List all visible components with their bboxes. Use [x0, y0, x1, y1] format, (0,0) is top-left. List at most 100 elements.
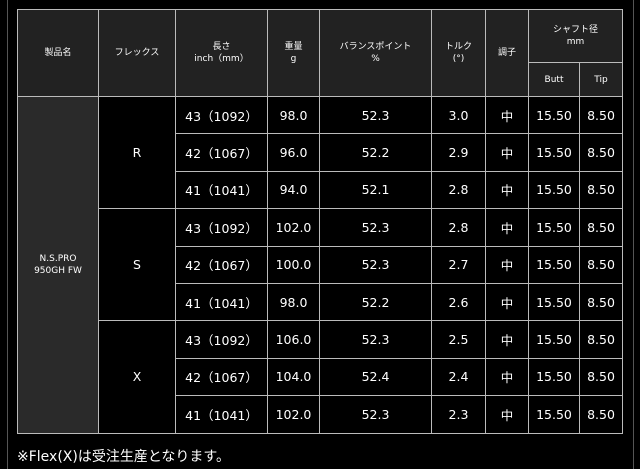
balance-cell: 52.3 [319, 95, 432, 135]
flex-cell: R [98, 95, 176, 210]
butt-cell: 15.50 [528, 282, 580, 322]
torque-cell: 2.4 [431, 357, 486, 397]
header-balance-unit: % [371, 54, 380, 64]
tip-cell: 8.50 [578, 282, 624, 322]
weight-cell: 96.0 [267, 133, 320, 172]
header-balance: バランスポイント% [319, 9, 432, 97]
kick-cell: 中 [485, 245, 529, 284]
table-row: S 43（1092） 102.0 52.3 2.8 中 15.50 8.50 [18, 208, 624, 322]
table-row: 42（1067） 96.0 52.2 2.9 中 15.50 8.50 [18, 133, 624, 172]
kick-cell: 中 [485, 95, 529, 135]
header-torque-label: トルク [444, 42, 472, 52]
butt-cell: 15.50 [528, 95, 580, 135]
length-cell: 41（1041） [175, 170, 268, 210]
header-diameter-unit: mm [566, 37, 585, 47]
weight-cell: 102.0 [267, 395, 320, 434]
kick-cell: 中 [485, 170, 529, 210]
header-weight-unit: g [290, 54, 297, 64]
header-length-label: 長さ [212, 42, 231, 52]
tip-cell: 8.50 [578, 395, 624, 434]
kick-cell: 中 [485, 208, 529, 247]
weight-cell: 94.0 [267, 170, 320, 210]
length-cell: 42（1067） [175, 245, 268, 284]
header-flex: フレックス [98, 9, 176, 97]
header-product: 製品名 [17, 9, 99, 97]
length-cell: 41（1041） [175, 395, 268, 434]
length-cell: 43（1092） [175, 208, 268, 247]
kick-cell: 中 [485, 320, 529, 359]
length-cell: 43（1092） [175, 95, 268, 135]
product-name-cell: N.S.PRO 950GH FW [17, 96, 99, 434]
kick-cell: 中 [485, 133, 529, 172]
tip-cell: 8.50 [578, 208, 624, 247]
butt-cell: 15.50 [528, 133, 580, 172]
header-diameter: シャフト径 mm [527, 9, 624, 63]
balance-cell: 52.2 [319, 282, 432, 322]
weight-cell: 100.0 [267, 245, 320, 284]
table-row: 41（1041） 98.0 52.2 2.6 中 15.50 8.50 [18, 282, 624, 322]
torque-cell: 2.7 [431, 245, 486, 284]
table-row: 41（1041） 94.0 52.1 2.8 中 15.50 8.50 [18, 170, 624, 210]
tip-cell: 8.50 [578, 170, 624, 210]
balance-cell: 52.1 [319, 170, 432, 210]
kick-cell: 中 [485, 282, 529, 322]
torque-cell: 2.8 [431, 208, 486, 247]
weight-cell: 104.0 [267, 357, 320, 397]
weight-cell: 106.0 [267, 320, 320, 359]
product-name-line1: N.S.PRO [39, 253, 77, 264]
tip-cell: 8.50 [578, 95, 624, 135]
header-tip: Tip [578, 62, 624, 97]
length-cell: 41（1041） [175, 282, 268, 322]
footnote: ※Flex(X)は受注生産となります。 [17, 449, 231, 465]
butt-cell: 15.50 [528, 170, 580, 210]
header-torque: トルク (°) [431, 9, 486, 97]
weight-cell: 102.0 [267, 208, 320, 247]
butt-cell: 15.50 [528, 395, 580, 434]
header-length-unit: inch（mm） [194, 54, 249, 64]
balance-cell: 52.3 [319, 208, 432, 247]
weight-cell: 98.0 [267, 282, 320, 322]
kick-cell: 中 [485, 395, 529, 434]
butt-cell: 15.50 [528, 357, 580, 397]
header-torque-unit: (°) [452, 54, 465, 64]
header-weight-label: 重量 [284, 42, 303, 52]
header-balance-label: バランスポイント [339, 42, 412, 52]
length-cell: 42（1067） [175, 357, 268, 397]
table-row: N.S.PRO 950GH FW R 43（1092） 98.0 52.3 3.0 中 15.5… [17, 95, 624, 434]
torque-cell: 2.6 [431, 282, 486, 322]
header-butt: Butt [528, 62, 580, 97]
length-cell: 42（1067） [175, 133, 268, 172]
butt-cell: 15.50 [528, 208, 580, 247]
torque-cell: 2.5 [431, 320, 486, 359]
header-weight: 重量 g [267, 9, 320, 97]
table-row: 41（1041） 102.0 52.3 2.3 中 15.50 8.50 [18, 395, 624, 434]
torque-cell: 2.9 [431, 133, 486, 172]
length-cell: 43（1092） [175, 320, 268, 359]
table-row: 42（1067） 100.0 52.3 2.7 中 15.50 8.50 [18, 245, 624, 284]
balance-cell: 52.3 [319, 245, 432, 284]
balance-cell: 52.3 [319, 395, 432, 434]
butt-cell: 15.50 [528, 320, 580, 359]
flex-cell: S [98, 208, 176, 322]
balance-cell: 52.2 [319, 133, 432, 172]
torque-cell: 3.0 [431, 95, 486, 135]
butt-cell: 15.50 [528, 245, 580, 284]
tip-cell: 8.50 [578, 357, 624, 397]
tip-cell: 8.50 [578, 133, 624, 172]
kick-cell: 中 [485, 357, 529, 397]
product-name-line2: 950GH FW [34, 265, 82, 276]
balance-cell: 52.3 [319, 320, 432, 359]
header-diameter-label: シャフト径 [553, 25, 599, 35]
table-row: X 43（1092） 106.0 52.3 2.5 中 15.50 8.50 [18, 320, 624, 434]
flex-cell: X [98, 320, 176, 434]
table-row: 42（1067） 104.0 52.4 2.4 中 15.50 8.50 [18, 357, 624, 397]
balance-cell: 52.4 [319, 357, 432, 397]
page-frame [7, 0, 634, 469]
weight-cell: 98.0 [267, 95, 320, 135]
header-length: 長さ inch（mm） [175, 9, 268, 97]
torque-cell: 2.8 [431, 170, 486, 210]
torque-cell: 2.3 [431, 395, 486, 434]
spec-table: 製品名 フレックス 長さ inch（mm） 重量 g バランスポイント% トルク (°… [17, 9, 624, 434]
tip-cell: 8.50 [578, 320, 624, 359]
tip-cell: 8.50 [578, 245, 624, 284]
